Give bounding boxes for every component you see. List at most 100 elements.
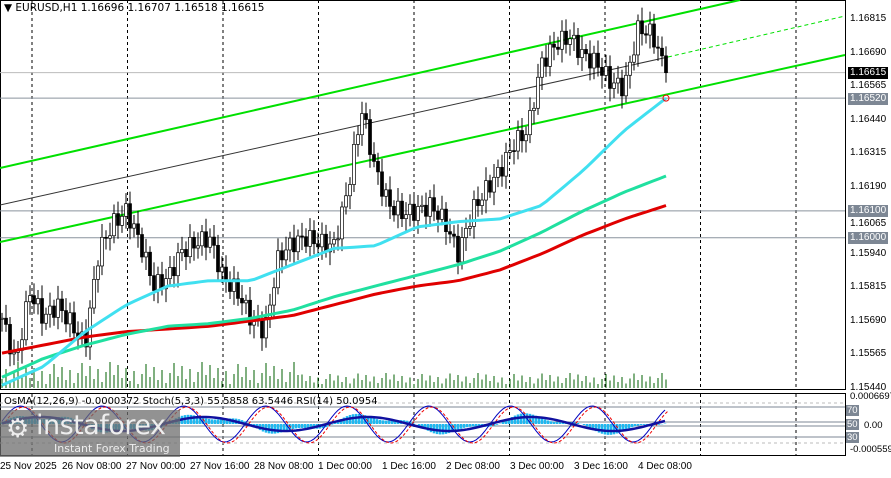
candle-body — [380, 171, 384, 197]
candle-body — [108, 235, 112, 239]
close-value: 1.16615 — [221, 2, 265, 14]
gear-logo-icon: ⚙ — [6, 414, 30, 444]
candle-body — [52, 305, 56, 318]
candle-body — [236, 278, 240, 299]
time-tick-label: 1 Dec 16:00 — [382, 461, 436, 472]
candle-body — [452, 233, 456, 237]
candle-body — [116, 213, 120, 226]
candle-body — [408, 203, 412, 216]
candle-body — [224, 266, 228, 281]
candle-body — [92, 279, 96, 309]
candle-body — [352, 144, 356, 185]
candle-body — [300, 235, 304, 238]
candle-body — [312, 230, 316, 245]
candle-body — [124, 203, 128, 217]
candle-body — [308, 230, 312, 247]
candle-body — [192, 237, 196, 249]
candle-body — [12, 352, 16, 355]
instaforex-logo: ⚙ instaforex Instant Forex Trading — [0, 410, 180, 457]
candle-body — [208, 236, 212, 248]
candle-body — [448, 231, 452, 235]
time-tick-label: 3 Dec 00:00 — [510, 461, 564, 472]
candle-body — [220, 266, 224, 273]
stoch-signal-line — [4, 406, 669, 444]
time-tick-label: 2 Dec 08:00 — [446, 461, 500, 472]
candle-body — [412, 203, 416, 221]
candle-body — [28, 295, 32, 303]
candle-body — [40, 298, 44, 324]
candle-body — [404, 214, 408, 220]
candle-body — [100, 236, 104, 267]
candle-body — [440, 208, 444, 220]
low-value: 1.16518 — [174, 2, 218, 14]
candle-body — [44, 313, 48, 324]
candle-body — [292, 237, 296, 253]
candle-body — [144, 251, 148, 258]
candle-body — [288, 237, 292, 251]
candle-body — [304, 236, 308, 247]
candle-body — [548, 43, 552, 67]
candle-body — [540, 57, 544, 78]
chart-header: ▼ EURUSD,H1 1.16696 1.16707 1.16518 1.16… — [4, 2, 264, 14]
time-tick-label: 3 Dec 16:00 — [574, 461, 628, 472]
candle-body — [652, 23, 656, 48]
candle-body — [180, 249, 184, 254]
candle-body — [624, 74, 628, 97]
high-value: 1.16707 — [127, 2, 171, 14]
candle-body — [472, 199, 476, 227]
time-tick-label: 1 Dec 00:00 — [318, 461, 372, 472]
candle-body — [568, 38, 572, 45]
candle-body — [260, 320, 264, 339]
indicator-axis-zero: 0.00 — [864, 420, 883, 431]
candle-body — [612, 82, 616, 89]
candle-body — [368, 119, 372, 155]
candle-body — [384, 189, 388, 197]
candle-body — [8, 324, 12, 355]
candle-body — [580, 49, 584, 58]
level-70: 70 — [846, 405, 859, 416]
candle-body — [600, 66, 604, 76]
candle-body — [188, 237, 192, 258]
candle-body — [588, 53, 592, 69]
candle-body — [64, 310, 68, 325]
candle-body — [136, 223, 140, 235]
candle-body — [476, 199, 480, 206]
candle-body — [492, 176, 496, 193]
candle-body — [608, 66, 612, 89]
candle-body — [664, 55, 668, 74]
candle-body — [356, 134, 360, 145]
ma-slow-line — [1, 204, 667, 355]
candle-body — [512, 150, 516, 152]
candle-body — [544, 57, 548, 67]
time-tick-label: 27 Nov 16:00 — [190, 461, 250, 472]
candle-body — [148, 251, 152, 277]
indicator-axis-bottom: -0.000559 — [850, 444, 891, 455]
candle-body — [592, 52, 596, 69]
candle-body — [524, 134, 528, 142]
candle-body — [248, 299, 252, 326]
candle-body — [196, 245, 200, 249]
level-price-label: 1.16000 — [848, 231, 889, 244]
candle-body — [520, 130, 524, 142]
candle-body — [152, 275, 156, 291]
price-tick-label: 1.16565 — [850, 80, 887, 92]
candle-body — [68, 312, 72, 325]
candle-body — [200, 231, 204, 247]
price-tick-label: 1.15815 — [850, 281, 887, 293]
price-tick-label: 1.15440 — [850, 382, 887, 393]
candle-body — [212, 236, 216, 246]
ma-fast-line — [1, 97, 667, 387]
candle-body — [4, 317, 8, 325]
price-tick-label: 1.16190 — [850, 180, 887, 192]
candle-body — [376, 161, 380, 173]
candle-body — [392, 205, 396, 216]
candle-body — [564, 30, 568, 45]
candle-body — [280, 250, 284, 261]
marker-circle — [662, 94, 670, 102]
collapse-triangle-icon[interactable]: ▼ — [4, 2, 13, 14]
candle-body — [556, 46, 560, 50]
channel-lower-line — [0, 54, 846, 243]
candle-body — [332, 239, 336, 245]
